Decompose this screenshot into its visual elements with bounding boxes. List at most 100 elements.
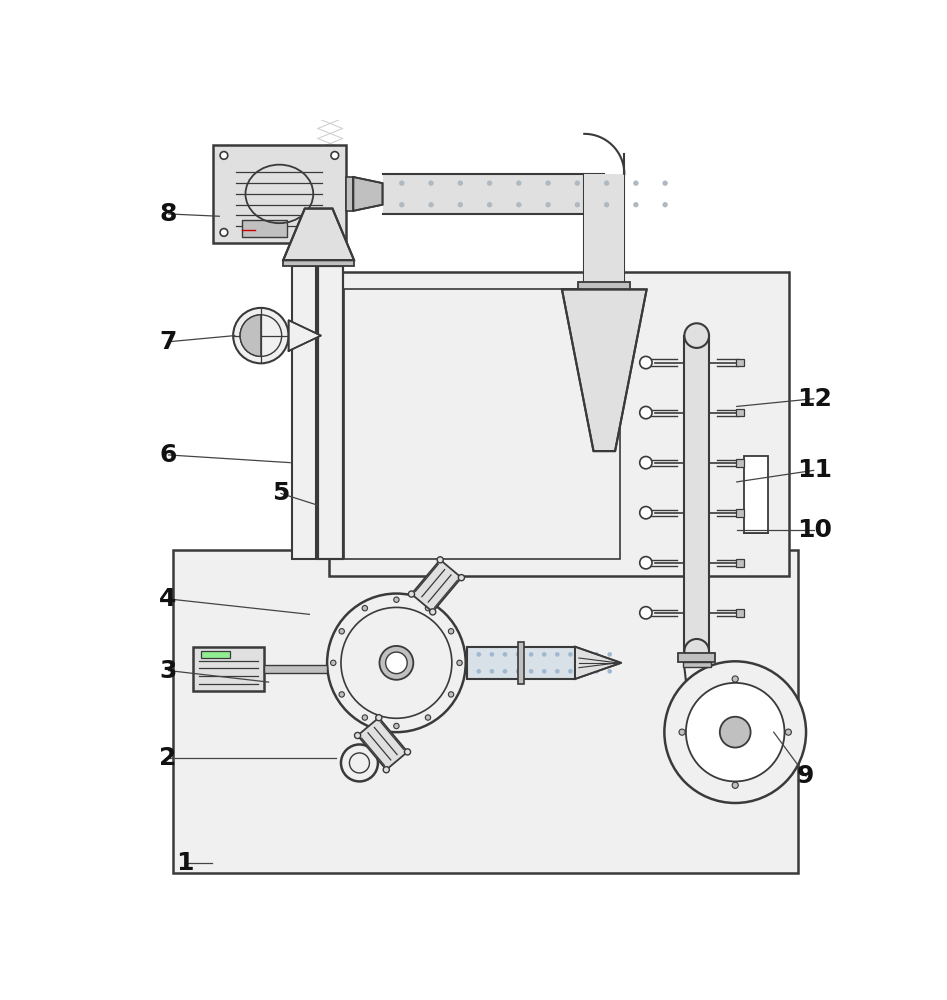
Circle shape — [604, 180, 609, 186]
Bar — [173, 550, 798, 873]
Text: 6: 6 — [159, 443, 177, 467]
Bar — [292, 266, 316, 559]
Polygon shape — [562, 289, 647, 451]
Bar — [318, 266, 343, 559]
Circle shape — [339, 692, 345, 697]
Circle shape — [425, 605, 431, 611]
Bar — [736, 559, 743, 567]
Bar — [318, 266, 343, 559]
Circle shape — [595, 652, 599, 657]
Text: 7: 7 — [159, 330, 177, 354]
Circle shape — [516, 652, 520, 657]
Text: 12: 12 — [796, 387, 831, 411]
Text: 9: 9 — [796, 764, 814, 788]
Circle shape — [542, 669, 546, 674]
Bar — [743, 456, 768, 533]
Circle shape — [457, 202, 463, 207]
Circle shape — [640, 507, 652, 519]
Circle shape — [476, 652, 481, 657]
Polygon shape — [289, 320, 321, 351]
Circle shape — [516, 669, 520, 674]
Bar — [193, 647, 264, 691]
Circle shape — [425, 715, 431, 720]
Circle shape — [339, 629, 345, 634]
Bar — [678, 653, 715, 662]
Bar — [383, 174, 604, 214]
Text: 8: 8 — [159, 202, 177, 226]
Circle shape — [640, 356, 652, 369]
Polygon shape — [575, 647, 621, 679]
Bar — [584, 174, 624, 214]
Circle shape — [732, 676, 739, 682]
Bar — [283, 260, 354, 266]
Bar — [346, 177, 353, 211]
Circle shape — [575, 202, 581, 207]
Circle shape — [331, 660, 336, 666]
Circle shape — [581, 669, 586, 674]
Circle shape — [487, 202, 492, 207]
Circle shape — [607, 652, 612, 657]
Circle shape — [362, 715, 367, 720]
Circle shape — [331, 229, 339, 236]
Circle shape — [516, 202, 522, 207]
Circle shape — [394, 597, 399, 602]
Circle shape — [545, 180, 551, 186]
Bar — [467, 647, 575, 679]
Bar — [736, 459, 743, 466]
Text: 2: 2 — [159, 746, 177, 770]
Circle shape — [568, 669, 573, 674]
Circle shape — [438, 557, 443, 563]
Circle shape — [555, 669, 560, 674]
Bar — [584, 174, 624, 282]
Circle shape — [640, 607, 652, 619]
Polygon shape — [358, 718, 407, 770]
Circle shape — [581, 652, 586, 657]
Bar — [213, 145, 346, 243]
Circle shape — [456, 660, 462, 666]
Circle shape — [720, 717, 751, 748]
Circle shape — [490, 669, 494, 674]
Bar — [264, 665, 327, 673]
Circle shape — [568, 652, 573, 657]
Circle shape — [408, 591, 415, 597]
Circle shape — [640, 406, 652, 419]
Bar — [344, 289, 619, 559]
Circle shape — [555, 652, 560, 657]
Circle shape — [685, 323, 709, 348]
Circle shape — [528, 652, 533, 657]
Circle shape — [448, 629, 454, 634]
Circle shape — [607, 669, 612, 674]
Circle shape — [430, 609, 436, 615]
Circle shape — [542, 652, 546, 657]
Circle shape — [785, 729, 792, 735]
Circle shape — [457, 180, 463, 186]
Circle shape — [428, 202, 434, 207]
Circle shape — [503, 669, 508, 674]
Circle shape — [385, 652, 407, 674]
Circle shape — [663, 180, 668, 186]
Circle shape — [665, 661, 806, 803]
Circle shape — [376, 715, 382, 721]
Circle shape — [679, 729, 685, 735]
Circle shape — [685, 639, 709, 664]
Text: 11: 11 — [796, 458, 831, 482]
Polygon shape — [353, 177, 383, 211]
Circle shape — [448, 692, 454, 697]
Text: 3: 3 — [159, 659, 177, 683]
Text: 1: 1 — [176, 851, 194, 875]
Circle shape — [663, 202, 668, 207]
Bar — [736, 359, 743, 366]
Circle shape — [394, 723, 399, 729]
Bar — [736, 509, 743, 517]
Circle shape — [575, 180, 581, 186]
Bar — [329, 272, 789, 576]
Bar — [685, 336, 709, 651]
Circle shape — [595, 669, 599, 674]
Circle shape — [487, 180, 492, 186]
Circle shape — [428, 180, 434, 186]
Circle shape — [490, 652, 494, 657]
Circle shape — [341, 744, 378, 781]
Circle shape — [404, 749, 411, 755]
Bar — [242, 220, 287, 237]
Circle shape — [384, 767, 389, 773]
